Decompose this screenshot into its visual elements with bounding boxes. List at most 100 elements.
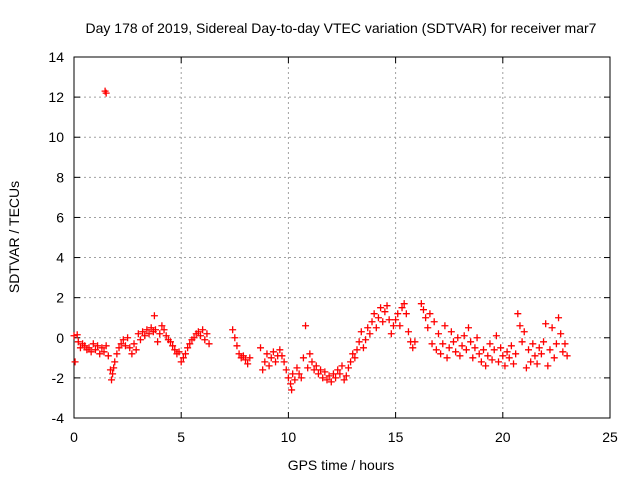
data-point <box>428 340 436 348</box>
data-point <box>462 346 470 354</box>
data-point <box>102 89 110 97</box>
data-point <box>533 360 541 368</box>
data-point <box>340 376 348 384</box>
data-point <box>398 304 406 312</box>
data-point <box>201 336 209 344</box>
y-tick-label: 6 <box>56 209 64 225</box>
data-point <box>385 316 393 324</box>
data-point <box>443 354 451 362</box>
data-point <box>372 324 380 332</box>
data-point <box>304 364 312 372</box>
data-point <box>336 370 344 378</box>
data-point <box>134 330 142 338</box>
data-point <box>89 340 97 348</box>
y-tick-label: 4 <box>56 250 64 266</box>
data-point <box>143 326 151 334</box>
data-point <box>121 342 129 350</box>
y-tick-label: 12 <box>48 89 64 105</box>
data-point <box>203 330 211 338</box>
data-point <box>349 350 357 358</box>
data-point <box>278 352 286 360</box>
data-point <box>229 326 237 334</box>
data-point <box>557 330 565 338</box>
data-point <box>297 374 305 382</box>
data-point <box>73 331 81 339</box>
data-point <box>325 372 333 380</box>
data-point <box>306 350 314 358</box>
data-point <box>317 366 325 374</box>
x-tick-label: 0 <box>70 429 78 445</box>
data-point <box>447 328 455 336</box>
data-point <box>233 342 241 350</box>
data-point <box>484 352 492 360</box>
data-point <box>366 330 374 338</box>
data-point <box>409 344 417 352</box>
data-point <box>261 358 269 366</box>
data-point <box>327 378 335 386</box>
data-point <box>374 314 382 322</box>
x-tick-label: 10 <box>281 429 297 445</box>
data-point <box>102 342 110 350</box>
data-points <box>70 87 571 394</box>
data-point <box>104 352 112 360</box>
y-tick-label: -2 <box>52 370 65 386</box>
y-tick-label: 14 <box>48 49 64 65</box>
data-point <box>552 340 560 348</box>
data-point <box>351 354 359 362</box>
data-point <box>419 306 427 314</box>
data-point <box>265 362 273 370</box>
data-point <box>287 380 295 388</box>
data-point <box>117 340 125 348</box>
data-point <box>400 300 408 308</box>
data-point <box>362 336 370 344</box>
data-point <box>244 360 252 368</box>
data-point <box>439 340 447 348</box>
data-point <box>379 318 387 326</box>
data-point <box>171 346 179 354</box>
x-tick-label: 20 <box>495 429 511 445</box>
data-point <box>555 314 563 322</box>
plot-frame <box>73 56 611 419</box>
data-point <box>181 350 189 358</box>
data-point <box>537 350 545 358</box>
data-point <box>458 342 466 350</box>
data-point <box>529 340 537 348</box>
data-point <box>417 300 425 308</box>
x-tick-label: 5 <box>177 429 185 445</box>
data-point <box>525 346 533 354</box>
data-point <box>321 368 329 376</box>
data-point <box>151 326 159 334</box>
axis-ticks: 0 5 10 15 20 25 -4 -2 0 2 4 6 8 10 12 14 <box>48 49 618 445</box>
y-tick-label: 2 <box>56 290 64 306</box>
data-point <box>158 322 166 330</box>
data-point <box>441 322 449 330</box>
data-point <box>100 348 108 356</box>
data-point <box>522 364 530 372</box>
data-point <box>319 374 327 382</box>
data-point <box>426 310 434 318</box>
data-point <box>368 318 376 326</box>
data-point <box>394 310 402 318</box>
data-point <box>370 310 378 318</box>
data-point <box>186 340 194 348</box>
data-point <box>85 344 93 352</box>
data-point <box>299 354 307 362</box>
data-point <box>475 350 483 358</box>
y-tick-label: 8 <box>56 169 64 185</box>
data-point <box>70 332 78 340</box>
data-point <box>510 360 518 368</box>
data-point <box>323 376 331 384</box>
data-point <box>205 340 213 348</box>
data-point <box>91 346 99 354</box>
data-point <box>267 354 275 362</box>
x-tick-label: 25 <box>602 429 618 445</box>
data-point <box>445 344 453 352</box>
data-point <box>276 346 284 354</box>
data-point <box>471 344 479 352</box>
data-point <box>540 338 548 346</box>
data-point <box>490 346 498 354</box>
data-point <box>141 332 149 340</box>
data-point <box>334 366 342 374</box>
y-tick-label: 10 <box>48 129 64 145</box>
data-point <box>115 344 123 352</box>
